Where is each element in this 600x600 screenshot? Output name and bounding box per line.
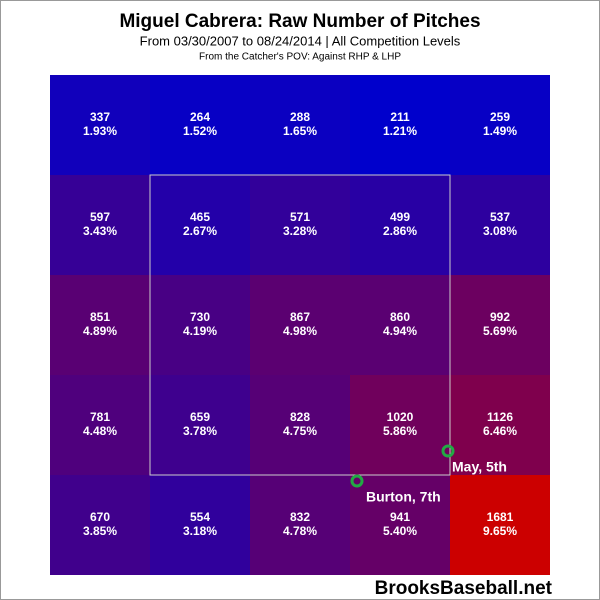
cell-percent: 1.49% [483, 124, 517, 138]
cell [350, 75, 450, 175]
cell-count: 867 [290, 310, 310, 324]
strike-zone [149, 174, 451, 476]
cell-count: 337 [90, 110, 110, 124]
cell-percent: 5.86% [383, 424, 417, 438]
watermark: BrooksBaseball.net [375, 578, 553, 599]
cell [350, 275, 450, 375]
cell-percent: 3.28% [283, 224, 317, 238]
chart-subtitle: From 03/30/2007 to 08/24/2014 | All Comp… [140, 33, 461, 48]
cell-percent: 6.46% [483, 424, 517, 438]
cell-percent: 4.19% [183, 324, 217, 338]
cell-count: 730 [190, 310, 210, 324]
cell-count: 670 [90, 510, 110, 524]
cell [150, 75, 250, 175]
cell-count: 941 [390, 510, 410, 524]
chart-title: Miguel Cabrera: Raw Number of Pitches [119, 11, 480, 32]
cell-percent: 4.75% [283, 424, 317, 438]
cell-percent: 2.67% [183, 224, 217, 238]
cell-percent: 3.78% [183, 424, 217, 438]
cell [450, 175, 550, 275]
cell [350, 175, 450, 275]
cell-count: 211 [390, 110, 410, 124]
cell-count: 1126 [487, 410, 513, 424]
cell-count: 1020 [387, 410, 414, 424]
cell [150, 375, 250, 475]
cell [350, 475, 450, 575]
cell-percent: 3.85% [83, 524, 117, 538]
cell-count: 851 [90, 310, 110, 324]
cell [250, 375, 350, 475]
cell-percent: 4.94% [383, 324, 417, 338]
cell-percent: 1.65% [283, 124, 317, 138]
cell [450, 75, 550, 175]
cell-percent: 2.86% [383, 224, 417, 238]
cell-count: 832 [290, 510, 310, 524]
cell-percent: 4.89% [83, 324, 117, 338]
cell [450, 375, 550, 475]
cell-count: 992 [490, 310, 510, 324]
annotation-marker [441, 444, 455, 458]
cell-percent: 1.93% [83, 124, 117, 138]
cell-percent: 9.65% [483, 524, 517, 538]
cell-count: 264 [190, 110, 210, 124]
cell-count: 828 [290, 410, 310, 424]
annotation-marker [350, 474, 364, 488]
cell-percent: 1.52% [183, 124, 217, 138]
cell [50, 375, 150, 475]
cell-count: 860 [390, 310, 410, 324]
cell-count: 571 [290, 210, 310, 224]
cell-count: 597 [90, 210, 110, 224]
cell-percent: 3.08% [483, 224, 517, 238]
chart-note: From the Catcher's POV: Against RHP & LH… [199, 52, 401, 63]
cell [150, 175, 250, 275]
cell-percent: 5.69% [483, 324, 517, 338]
cell [450, 475, 550, 575]
cell-count: 554 [190, 510, 210, 524]
cell [250, 475, 350, 575]
cell-count: 781 [90, 410, 110, 424]
cell [350, 375, 450, 475]
cell-count: 288 [290, 110, 310, 124]
cell [50, 175, 150, 275]
cell [250, 275, 350, 375]
cell-percent: 4.48% [83, 424, 117, 438]
cell [50, 275, 150, 375]
cell-count: 499 [390, 210, 410, 224]
cell [150, 275, 250, 375]
cell [250, 75, 350, 175]
cell-percent: 1.21% [383, 124, 417, 138]
cell-percent: 4.98% [283, 324, 317, 338]
cell-count: 465 [190, 210, 210, 224]
cell-count: 259 [490, 110, 510, 124]
cell [150, 475, 250, 575]
annotation: Burton, 7th [366, 489, 441, 505]
cell-percent: 4.78% [283, 524, 317, 538]
cell-percent: 5.40% [383, 524, 417, 538]
annotation: May, 5th [452, 459, 507, 475]
cell [450, 275, 550, 375]
cell-percent: 3.18% [183, 524, 217, 538]
cell-percent: 3.43% [83, 224, 117, 238]
cell-count: 1681 [487, 510, 514, 524]
cell-count: 659 [190, 410, 210, 424]
cell-count: 537 [490, 210, 510, 224]
cell [250, 175, 350, 275]
cell [50, 75, 150, 175]
cell [50, 475, 150, 575]
